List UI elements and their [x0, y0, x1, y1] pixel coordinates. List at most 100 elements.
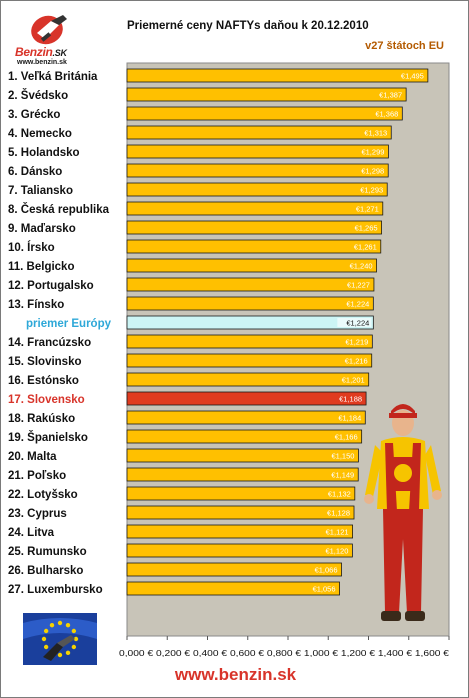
- bar: [126, 163, 389, 178]
- bar: [126, 239, 382, 254]
- category-label: 21. Poľsko: [8, 470, 66, 482]
- category-label: 26. Bulharsko: [8, 565, 83, 577]
- category-label: 16. Estónsko: [8, 375, 79, 387]
- value-label: €1,188: [339, 395, 362, 404]
- category-label: 25. Rumunsko: [8, 546, 87, 558]
- value-label: €1,298: [361, 167, 384, 176]
- x-axis: 0,000 € 0,200 € 0,400 € 0,600 € 0,800 € …: [119, 636, 450, 658]
- bar: [126, 391, 367, 406]
- bar: [126, 429, 363, 444]
- bar: [126, 201, 384, 216]
- category-label: 10. Írsko: [8, 241, 55, 254]
- value-label: €1,066: [315, 566, 338, 575]
- category-label: 11. Belgicko: [8, 261, 74, 273]
- logo-word: Benzin: [15, 45, 53, 59]
- eu-flag-with-fuel-nozzle-icon: [23, 613, 97, 665]
- category-label: 8. Česká republika: [8, 203, 110, 216]
- bar: [126, 68, 429, 83]
- value-label: €1,149: [331, 471, 354, 480]
- bar: [126, 562, 342, 577]
- value-label: €1,224: [346, 300, 369, 309]
- value-label: €1,265: [355, 224, 378, 233]
- value-label: €1,293: [360, 186, 383, 195]
- bar: [126, 372, 370, 387]
- value-label: €1,387: [379, 91, 402, 100]
- chart-subtitle: v27 štátoch EU: [365, 40, 444, 52]
- value-label: €1,219: [345, 338, 368, 347]
- category-label: priemer Európy: [26, 318, 112, 330]
- bar: [126, 448, 359, 463]
- category-labels: 1. Veľká Británia 2. Švédsko 3. Grécko 4. N…: [8, 71, 112, 596]
- value-label: €1,150: [331, 452, 354, 461]
- bar: [126, 334, 373, 349]
- bar: [126, 315, 374, 330]
- value-label: €1,224: [346, 319, 369, 328]
- category-label: 3. Grécko: [8, 109, 60, 121]
- category-label: 2. Švédsko: [8, 89, 68, 102]
- category-label: 27. Luxembursko: [8, 584, 103, 596]
- eu-star-icon: [41, 636, 47, 642]
- value-label: €1,166: [335, 433, 358, 442]
- bar: [126, 277, 375, 292]
- bar: [126, 505, 355, 520]
- category-label: 20. Malta: [8, 451, 57, 463]
- category-label: 4. Nemecko: [8, 128, 72, 140]
- eu-star-icon: [65, 622, 71, 628]
- value-label: €1,495: [401, 72, 424, 81]
- value-label: €1,056: [313, 585, 336, 594]
- bar: [126, 258, 377, 273]
- x-tick-labels: 0,000 € 0,200 € 0,400 € 0,600 € 0,800 € …: [119, 648, 449, 658]
- value-label: €1,120: [325, 547, 348, 556]
- eu-star-icon: [43, 628, 49, 634]
- category-label: 22. Lotyšsko: [8, 489, 78, 501]
- category-label: 23. Cyprus: [8, 508, 67, 520]
- logo-wordmark: Benzin.SK: [15, 45, 67, 59]
- bar: [126, 87, 407, 102]
- category-label: 19. Španielsko: [8, 431, 88, 444]
- category-label: 7. Taliansko: [8, 185, 73, 197]
- bar: [126, 581, 340, 596]
- fuel-nozzle-logo-icon: [31, 15, 67, 45]
- bar: [126, 182, 388, 197]
- value-label: €1,132: [328, 490, 351, 499]
- value-label: €1,261: [354, 243, 377, 252]
- footer-url[interactable]: www.benzin.sk: [174, 665, 297, 684]
- eu-star-icon: [73, 636, 79, 642]
- bars-group: €1,495 €1,387 €1,368 €1,313 €1,299 €1,298 €1,2…: [126, 68, 429, 596]
- logo-suffix: .SK: [52, 48, 67, 58]
- value-label: €1,227: [347, 281, 370, 290]
- value-label: €1,299: [361, 148, 384, 157]
- eu-star-icon: [71, 628, 77, 634]
- eu-star-icon: [43, 644, 49, 650]
- bar: [126, 467, 359, 482]
- gas-station-attendant-figure: [363, 399, 443, 627]
- value-label: €1,121: [326, 528, 349, 537]
- bar: [126, 125, 392, 140]
- chart-title: Priemerné ceny NAFTYs daňou k 20.12.2010: [127, 20, 369, 32]
- bar: [126, 524, 354, 539]
- bar: [126, 410, 366, 425]
- value-label: €1,216: [345, 357, 368, 366]
- category-label: 1. Veľká Británia: [8, 71, 98, 83]
- value-label: €1,184: [338, 414, 361, 423]
- bar: [126, 543, 353, 558]
- category-label: 9. Maďarsko: [8, 223, 76, 235]
- bar: [126, 353, 373, 368]
- value-label: €1,201: [342, 376, 365, 385]
- category-label: 12. Portugalsko: [8, 280, 94, 292]
- eu-star-icon: [71, 644, 77, 650]
- value-label: €1,128: [327, 509, 350, 518]
- value-label-box: [337, 318, 372, 327]
- eu-star-icon: [65, 650, 71, 656]
- category-label: 13. Fínsko: [8, 299, 64, 311]
- bar: [126, 296, 374, 311]
- category-label: 18. Rakúsko: [8, 413, 75, 425]
- category-label: 6. Dánsko: [8, 166, 62, 178]
- eu-star-icon: [57, 620, 63, 626]
- bar: [126, 486, 356, 501]
- value-label: €1,368: [375, 110, 398, 119]
- bar: [126, 106, 403, 121]
- benzin-logo[interactable]: Benzin.SK www.benzin.sk: [11, 13, 89, 66]
- logo-url: www.benzin.sk: [17, 59, 67, 66]
